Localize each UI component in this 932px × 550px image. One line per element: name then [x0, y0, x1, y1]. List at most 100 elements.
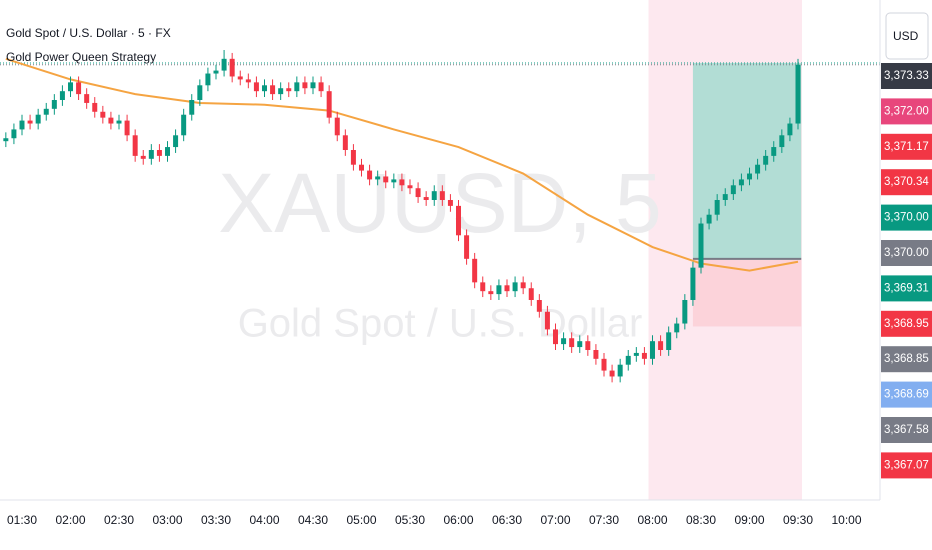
- candle-body: [294, 82, 300, 92]
- candle-body: [270, 85, 276, 95]
- candle-body: [359, 164, 364, 171]
- candle-body: [92, 102, 98, 112]
- candle-body: [245, 79, 251, 83]
- price-label-box: [881, 452, 932, 479]
- candle-body: [35, 114, 41, 124]
- watermark: XAUUSD, 5: [218, 156, 661, 250]
- candle-body: [706, 214, 712, 224]
- candle-body: [124, 120, 130, 136]
- x-tick-label: 04:30: [298, 513, 328, 527]
- candle-body: [787, 123, 793, 136]
- candle-body: [609, 370, 615, 377]
- candle-body: [456, 205, 461, 236]
- price-label: 3,370.00: [884, 212, 929, 224]
- x-tick-label: 08:00: [637, 513, 667, 527]
- price-label-box: [881, 310, 932, 337]
- x-tick-label: 05:30: [395, 513, 425, 527]
- x-tick-label: 02:30: [104, 513, 134, 527]
- price-label: 3,371.17: [884, 141, 929, 153]
- price-label: 3,368.69: [884, 389, 929, 401]
- candle-body: [666, 332, 672, 350]
- candle-body: [100, 111, 106, 118]
- candle-body: [205, 73, 211, 86]
- candle-body: [561, 338, 567, 345]
- candle-body: [51, 100, 57, 109]
- candle-body: [132, 135, 138, 156]
- currency-button-label[interactable]: USD: [893, 29, 919, 43]
- candle-body: [407, 185, 413, 189]
- price-label: 3,368.95: [884, 318, 929, 330]
- x-tick-label: 07:00: [540, 513, 570, 527]
- candle-body: [714, 200, 720, 215]
- price-label: 3,369.31: [884, 282, 929, 294]
- profit-zone: [692, 62, 802, 259]
- candle-body: [755, 164, 761, 174]
- candle-body: [480, 282, 486, 292]
- candle-body: [553, 329, 558, 345]
- candle-body: [585, 341, 591, 350]
- candle-body: [342, 135, 348, 150]
- candle-body: [140, 155, 146, 159]
- candle-body: [633, 352, 639, 356]
- candle-body: [326, 91, 332, 118]
- x-tick-label: 03:00: [152, 513, 182, 527]
- candle-body: [375, 176, 381, 180]
- candle-body: [439, 191, 445, 200]
- candle-body: [504, 285, 510, 292]
- candle-body: [383, 176, 389, 183]
- x-tick-label: 02:00: [55, 513, 85, 527]
- candle-body: [464, 235, 470, 259]
- loss-zone: [692, 258, 802, 327]
- candle-body: [738, 179, 744, 186]
- candle-body: [682, 300, 688, 324]
- candle-body: [641, 352, 647, 359]
- candle-body: [148, 150, 154, 159]
- candle-body: [536, 300, 542, 312]
- candle-body: [221, 58, 227, 71]
- candle-body: [674, 323, 680, 333]
- x-tick-label: 08:30: [686, 513, 716, 527]
- candle-body: [577, 341, 583, 348]
- candle-body: [512, 282, 518, 292]
- chart-title: Gold Spot / U.S. Dollar · 5 · FX: [6, 26, 171, 40]
- candle-body: [747, 173, 752, 180]
- x-tick-label: 09:30: [783, 513, 813, 527]
- price-label-box: [881, 381, 932, 408]
- price-label-box: [881, 275, 932, 302]
- candle-body: [334, 117, 340, 136]
- candle-body: [625, 355, 631, 365]
- price-label: 3,370.00: [884, 247, 929, 259]
- candle-body: [472, 258, 478, 283]
- price-label-box: [881, 346, 932, 373]
- candle-body: [253, 82, 259, 92]
- candle-body: [213, 70, 219, 74]
- candle-body: [19, 120, 25, 130]
- x-tick-label: 03:30: [201, 513, 231, 527]
- candle-body: [415, 188, 421, 198]
- candle-body: [617, 364, 623, 377]
- x-tick-label: 09:00: [734, 513, 764, 527]
- candle-body: [601, 358, 607, 371]
- candle-body: [278, 88, 284, 95]
- candle-body: [698, 223, 704, 268]
- candle-body: [431, 191, 437, 200]
- candle-body: [544, 311, 550, 330]
- candle-body: [593, 350, 599, 359]
- candle-body: [11, 129, 17, 139]
- price-label-box: [881, 240, 932, 266]
- watermark-subtitle: Gold Spot / U.S. Dollar: [238, 302, 643, 346]
- candle-body: [367, 170, 373, 180]
- candle-body: [84, 94, 90, 103]
- candle-body: [730, 185, 736, 195]
- x-tick-label: 10:00: [831, 513, 861, 527]
- price-label-box: [881, 98, 932, 125]
- candle-body: [795, 64, 801, 124]
- price-label-box: [881, 169, 932, 196]
- candle-body: [350, 150, 356, 165]
- moving-average: [5, 57, 799, 272]
- candle-body: [189, 100, 195, 115]
- chart-subtitle: Gold Power Queen Strategy: [6, 50, 156, 64]
- currency-button[interactable]: [885, 12, 929, 60]
- price-label: 3,367.58: [884, 424, 929, 436]
- price-label-box: [881, 133, 932, 160]
